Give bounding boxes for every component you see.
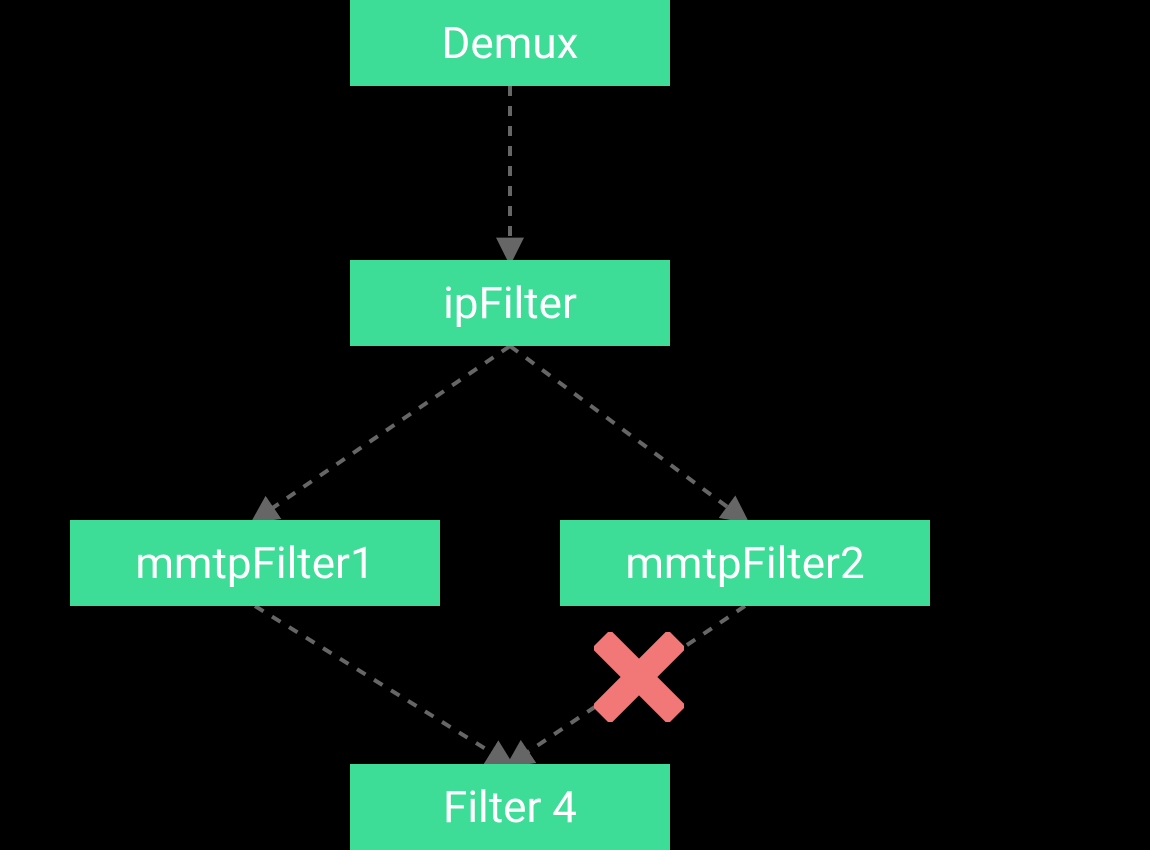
blocked-cross-icon [594,632,684,722]
node-mmtp1: mmtpFilter1 [70,520,440,606]
edge-mmtp2-filter4 [510,606,745,764]
node-filter4: Filter 4 [350,764,670,850]
edge-mmtp1-filter4 [255,606,510,764]
diagram-canvas: Demux ipFilter mmtpFilter1 mmtpFilter2 Filte… [0,0,1150,850]
node-ipfilter: ipFilter [350,260,670,346]
node-label: mmtpFilter1 [135,537,374,589]
edge-ipfilter-mmtp1 [255,346,510,520]
edges-layer [0,0,1150,850]
node-mmtp2: mmtpFilter2 [560,520,930,606]
edge-ipfilter-mmtp2 [510,346,745,520]
node-demux: Demux [350,0,670,86]
node-label: ipFilter [443,277,577,329]
node-label: Filter 4 [443,781,577,833]
node-label: mmtpFilter2 [625,537,864,589]
node-label: Demux [442,17,579,69]
